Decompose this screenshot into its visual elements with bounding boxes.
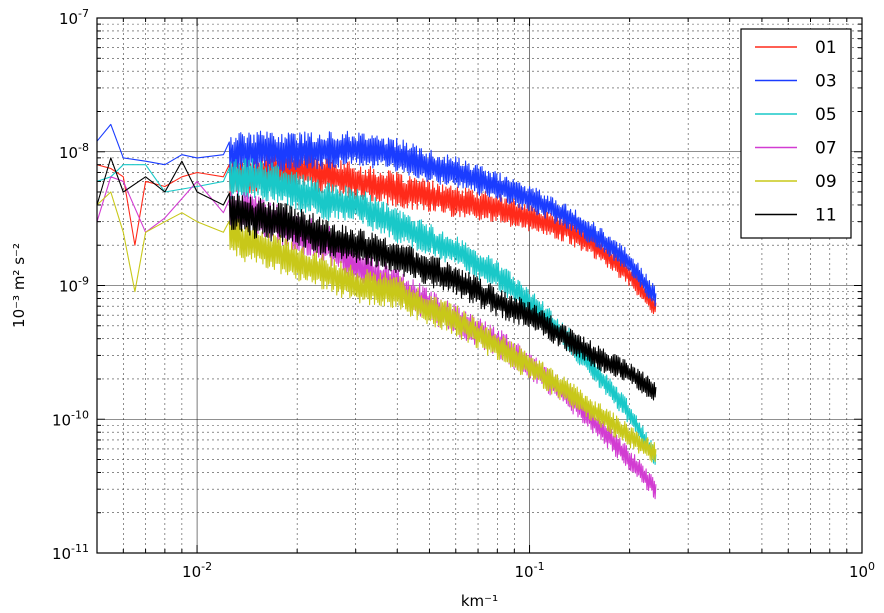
legend-label-11: 11 <box>815 206 837 226</box>
series-11-line <box>96 157 657 401</box>
y-tick-label: 10-11 <box>52 542 89 563</box>
series-03-line <box>96 123 657 307</box>
tick-labels: 10-2 10-1 100 10-11 10-10 10-9 10-8 10-7 <box>52 7 875 581</box>
legend-box <box>740 28 852 239</box>
legend: 01 03 05 07 09 11 <box>740 28 852 239</box>
y-tick-label: 10-7 <box>59 7 89 28</box>
y-axis-label: 10⁻³ m² s⁻² <box>10 243 28 328</box>
legend-label-09: 09 <box>815 172 837 192</box>
y-tick-label: 10-9 <box>59 275 89 296</box>
legend-label-07: 07 <box>815 139 837 159</box>
y-tick-label: 10-10 <box>52 408 89 429</box>
series-09-line <box>96 191 657 463</box>
x-axis-label: km⁻¹ <box>461 592 498 610</box>
legend-label-01: 01 <box>815 38 837 58</box>
legend-label-05: 05 <box>815 105 837 125</box>
legend-label-03: 03 <box>815 72 837 92</box>
x-tick-label: 100 <box>849 560 875 581</box>
x-tick-label: 10-1 <box>515 560 545 581</box>
plot-series <box>96 123 657 500</box>
tick-marks <box>96 17 863 554</box>
y-tick-label: 10-8 <box>59 141 89 162</box>
x-tick-label: 10-2 <box>182 560 212 581</box>
